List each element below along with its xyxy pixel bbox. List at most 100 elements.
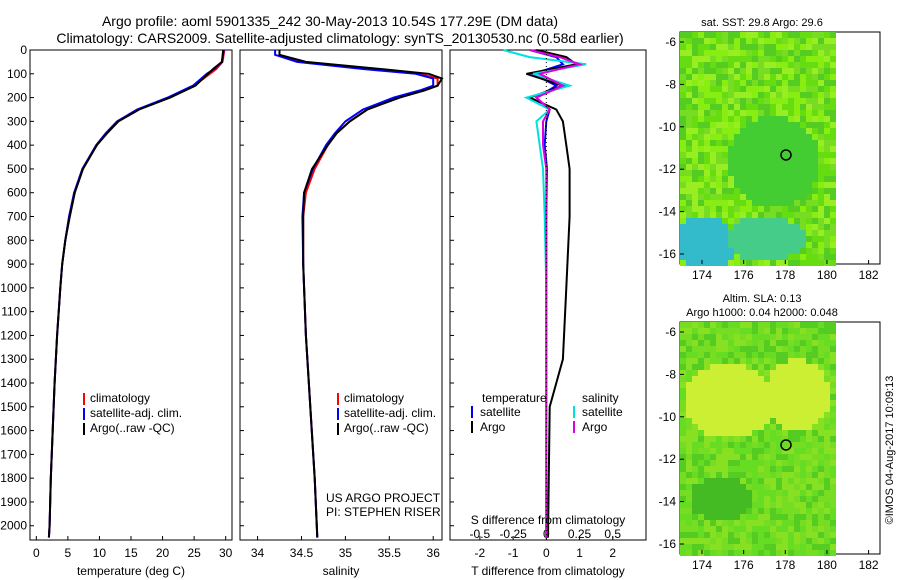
map-cell bbox=[728, 218, 734, 224]
map-cell bbox=[812, 472, 818, 478]
map-cell bbox=[680, 92, 686, 98]
map-cell bbox=[818, 514, 824, 520]
map-cell bbox=[794, 328, 800, 334]
map-cell bbox=[746, 418, 752, 424]
map-cell bbox=[782, 134, 788, 140]
map-cell bbox=[680, 224, 686, 230]
map-cell bbox=[800, 242, 806, 248]
map-cell bbox=[824, 80, 830, 86]
map-cell bbox=[758, 388, 764, 394]
map-cell bbox=[710, 448, 716, 454]
map-cell bbox=[716, 460, 722, 466]
map-cell bbox=[680, 454, 686, 460]
map-cell bbox=[680, 526, 686, 532]
map-cell bbox=[818, 412, 824, 418]
map-cell bbox=[812, 164, 818, 170]
map-cell bbox=[812, 490, 818, 496]
legend-label-argo: Argo(..raw -QC) bbox=[90, 421, 175, 435]
map-cell bbox=[764, 406, 770, 412]
map-cell bbox=[824, 418, 830, 424]
map-cell bbox=[704, 412, 710, 418]
map-cell bbox=[830, 328, 836, 334]
map-cell bbox=[788, 158, 794, 164]
map-cell bbox=[746, 424, 752, 430]
map-cell bbox=[776, 484, 782, 490]
map-cell bbox=[776, 116, 782, 122]
map-cell bbox=[722, 550, 728, 556]
map-cell bbox=[824, 158, 830, 164]
map-cell bbox=[770, 364, 776, 370]
map-cell bbox=[800, 526, 806, 532]
map-cell bbox=[806, 406, 812, 412]
map-cell bbox=[818, 334, 824, 340]
map-cell bbox=[728, 212, 734, 218]
map-cell bbox=[692, 212, 698, 218]
map-cell bbox=[776, 236, 782, 242]
map-cell bbox=[746, 242, 752, 248]
map-cell bbox=[710, 538, 716, 544]
map-cell bbox=[800, 206, 806, 212]
map-cell bbox=[800, 74, 806, 80]
map-cell bbox=[686, 502, 692, 508]
difference-panel-frame bbox=[449, 49, 647, 541]
map-cell bbox=[782, 334, 788, 340]
map-cell bbox=[686, 140, 692, 146]
legend-label-satellite: satellite-adj. clim. bbox=[90, 406, 182, 420]
map-cell bbox=[788, 56, 794, 62]
map-cell bbox=[686, 376, 692, 382]
map-cell bbox=[812, 218, 818, 224]
map-cell bbox=[764, 538, 770, 544]
map-cell bbox=[782, 490, 788, 496]
map-cell bbox=[776, 56, 782, 62]
map-cell bbox=[704, 388, 710, 394]
map-cell bbox=[722, 538, 728, 544]
map-cell bbox=[824, 436, 830, 442]
map-cell bbox=[740, 400, 746, 406]
map-cell bbox=[788, 382, 794, 388]
map-cell bbox=[710, 370, 716, 376]
map-cell bbox=[722, 532, 728, 538]
map-cell bbox=[800, 334, 806, 340]
map-cell bbox=[800, 508, 806, 514]
map-cell bbox=[680, 442, 686, 448]
map-cell bbox=[740, 448, 746, 454]
float-marker bbox=[780, 439, 792, 451]
map-cell bbox=[782, 92, 788, 98]
map-cell bbox=[788, 490, 794, 496]
map-cell bbox=[710, 412, 716, 418]
map-cell bbox=[758, 230, 764, 236]
map-cell bbox=[764, 56, 770, 62]
map-cell bbox=[698, 394, 704, 400]
depth-tick-label: 0 bbox=[20, 43, 27, 57]
map-cell bbox=[758, 346, 764, 352]
diff-legend-s-satellite: satellite bbox=[582, 405, 623, 419]
map-cell bbox=[752, 50, 758, 56]
map-cell bbox=[830, 508, 836, 514]
map-cell bbox=[806, 134, 812, 140]
map-cell bbox=[800, 466, 806, 472]
map-cell bbox=[722, 406, 728, 412]
map-cell bbox=[752, 322, 758, 328]
map-cell bbox=[740, 62, 746, 68]
map-cell bbox=[818, 388, 824, 394]
map-cell bbox=[788, 248, 794, 254]
map-cell bbox=[686, 164, 692, 170]
map-cell bbox=[734, 140, 740, 146]
map-cell bbox=[692, 188, 698, 194]
map-cell bbox=[710, 472, 716, 478]
map-cell bbox=[770, 104, 776, 110]
map-cell bbox=[716, 322, 722, 328]
map-cell bbox=[806, 544, 812, 550]
map-cell bbox=[776, 538, 782, 544]
map-cell bbox=[746, 56, 752, 62]
map-cell bbox=[824, 116, 830, 122]
map-cell bbox=[734, 212, 740, 218]
map-cell bbox=[782, 412, 788, 418]
map-cell bbox=[752, 80, 758, 86]
map-cell bbox=[746, 442, 752, 448]
map-cell bbox=[710, 152, 716, 158]
map-cell bbox=[794, 62, 800, 68]
map-cell bbox=[788, 526, 794, 532]
map-cell bbox=[758, 140, 764, 146]
map-cell bbox=[818, 406, 824, 412]
